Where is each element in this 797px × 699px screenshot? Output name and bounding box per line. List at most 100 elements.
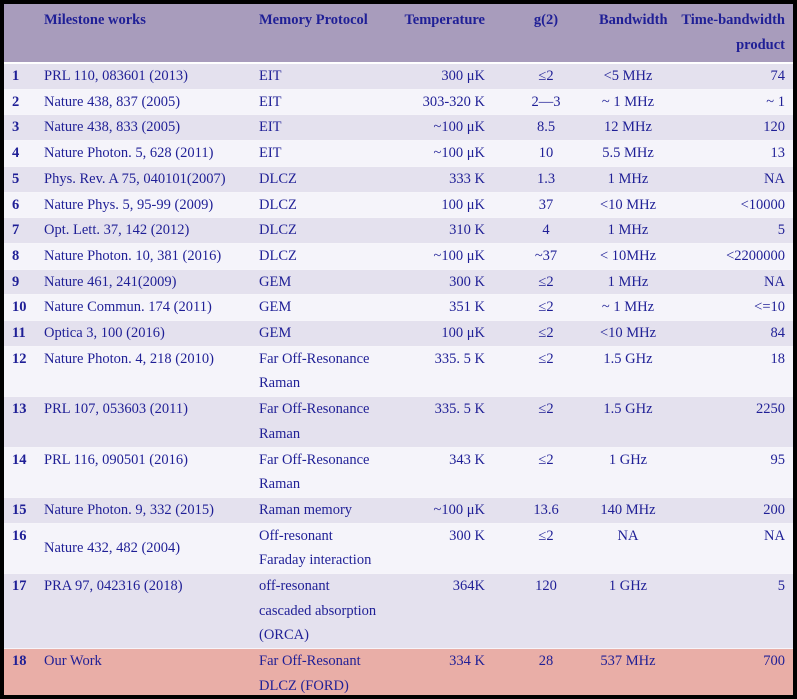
- table-row: 6 Nature Phys. 5, 95-99 (2009) DLCZ 100 μK 3…: [4, 191, 793, 218]
- cell-protocol: DLCZ: [259, 217, 401, 244]
- cell-bandwidth: ~ 1 MHz: [599, 88, 669, 115]
- table-row: 18 Our Work Far Off-Resonant DLCZ (FORD) 334…: [4, 648, 793, 695]
- cell-index: 10: [4, 294, 44, 321]
- header-milestone-works: Milestone works: [44, 4, 259, 64]
- header-tbp-line2: product: [736, 37, 785, 53]
- cell-temperature: 335. 5 K: [401, 396, 493, 448]
- table-header: Milestone works Memory Protocol Temperat…: [4, 4, 793, 64]
- cell-bandwidth: 1 GHz: [599, 446, 669, 498]
- table-row: 10 Nature Commun. 174 (2011) GEM 351 K ≤2 ~ 1…: [4, 294, 793, 321]
- cell-milestone: Optica 3, 100 (2016): [44, 320, 259, 347]
- cell-bandwidth: <5 MHz: [599, 62, 669, 90]
- cell-milestone: Nature Photon. 4, 218 (2010): [44, 345, 259, 397]
- cell-milestone: Nature Phys. 5, 95-99 (2009): [44, 191, 259, 218]
- cell-protocol: GEM: [259, 320, 401, 347]
- cell-g2: ≤2: [493, 320, 599, 347]
- table-row: 14 PRL 116, 090501 (2016) Far Off-Resonanc…: [4, 446, 793, 498]
- cell-temperature: 300 μK: [401, 62, 493, 90]
- cell-milestone: Phys. Rev. A 75, 040101(2007): [44, 165, 259, 193]
- cell-bandwidth: <10 MHz: [599, 191, 669, 218]
- table-body: 1 PRL 110, 083601 (2013) EIT 300 μK ≤2 <5 MHz…: [4, 62, 793, 695]
- header-temperature: Temperature: [401, 4, 493, 64]
- cell-temperature: 343 K: [401, 446, 493, 498]
- cell-g2: 37: [493, 191, 599, 218]
- cell-milestone: PRL 116, 090501 (2016): [44, 446, 259, 498]
- table-row: 15 Nature Photon. 9, 332 (2015) Raman memo…: [4, 496, 793, 524]
- cell-tbp: 13: [669, 140, 793, 167]
- cell-index: 8: [4, 242, 44, 270]
- table-row: 3 Nature 438, 833 (2005) EIT ~100 μK 8.5 12 M…: [4, 114, 793, 141]
- table-row: 16 Nature 432, 482 (2004) Off-resonant Fara…: [4, 522, 793, 574]
- cell-bandwidth: NA: [599, 522, 669, 574]
- cell-bandwidth: 1 MHz: [599, 268, 669, 295]
- cell-temperature: 310 K: [401, 217, 493, 244]
- cell-temperature: ~100 μK: [401, 114, 493, 141]
- cell-g2: 120: [493, 573, 599, 649]
- cell-milestone: Nature Commun. 174 (2011): [44, 294, 259, 321]
- cell-tbp: ~ 1: [669, 88, 793, 115]
- cell-milestone: PRL 107, 053603 (2011): [44, 396, 259, 448]
- cell-milestone: Our Work: [44, 648, 259, 695]
- header-bandwidth: Bandwidth: [599, 4, 669, 64]
- cell-tbp: NA: [669, 268, 793, 295]
- cell-protocol: GEM: [259, 294, 401, 321]
- cell-protocol: EIT: [259, 140, 401, 167]
- cell-milestone: Nature 438, 837 (2005): [44, 88, 259, 115]
- cell-g2: 8.5: [493, 114, 599, 141]
- cell-protocol: Far Off-Resonance Raman: [259, 345, 401, 397]
- cell-g2: 2—3: [493, 88, 599, 115]
- cell-temperature: 335. 5 K: [401, 345, 493, 397]
- cell-g2: ≤2: [493, 294, 599, 321]
- cell-index: 16: [4, 522, 44, 574]
- header-g2: g(2): [493, 4, 599, 64]
- cell-tbp: 2250: [669, 396, 793, 448]
- header-row: Milestone works Memory Protocol Temperat…: [4, 4, 793, 64]
- cell-tbp: 700: [669, 648, 793, 695]
- cell-temperature: 100 μK: [401, 320, 493, 347]
- cell-tbp: NA: [669, 522, 793, 574]
- header-memory-protocol: Memory Protocol: [259, 4, 401, 64]
- cell-temperature: 300 K: [401, 268, 493, 295]
- cell-protocol: DLCZ: [259, 242, 401, 270]
- cell-bandwidth: 1.5 GHz: [599, 396, 669, 448]
- cell-bandwidth: 1 GHz: [599, 573, 669, 649]
- cell-index: 5: [4, 165, 44, 193]
- table-row: 1 PRL 110, 083601 (2013) EIT 300 μK ≤2 <5 MHz…: [4, 62, 793, 90]
- cell-bandwidth: 1 MHz: [599, 165, 669, 193]
- cell-g2: ≤2: [493, 345, 599, 397]
- cell-milestone: Nature 438, 833 (2005): [44, 114, 259, 141]
- cell-milestone: Nature Photon. 9, 332 (2015): [44, 496, 259, 524]
- cell-bandwidth: 1.5 GHz: [599, 345, 669, 397]
- cell-g2: ≤2: [493, 522, 599, 574]
- cell-temperature: ~100 μK: [401, 140, 493, 167]
- header-time-bandwidth-product: Time-bandwidth product: [669, 4, 793, 64]
- table-row: 12 Nature Photon. 4, 218 (2010) Far Off-Re…: [4, 345, 793, 397]
- cell-temperature: 334 K: [401, 648, 493, 695]
- cell-milestone: Nature 432, 482 (2004): [44, 522, 259, 574]
- cell-protocol: EIT: [259, 62, 401, 90]
- cell-g2: 28: [493, 648, 599, 695]
- cell-temperature: 333 K: [401, 165, 493, 193]
- cell-g2: 4: [493, 217, 599, 244]
- cell-g2: ≤2: [493, 446, 599, 498]
- cell-tbp: <=10: [669, 294, 793, 321]
- cell-bandwidth: 1 MHz: [599, 217, 669, 244]
- header-index: [4, 4, 44, 64]
- table-row: 11 Optica 3, 100 (2016) GEM 100 μK ≤2 <10 MHz…: [4, 320, 793, 347]
- cell-g2: ≤2: [493, 396, 599, 448]
- cell-tbp: 5: [669, 573, 793, 649]
- cell-tbp: 74: [669, 62, 793, 90]
- milestone-comparison-table: Milestone works Memory Protocol Temperat…: [4, 4, 793, 695]
- cell-index: 14: [4, 446, 44, 498]
- table-row: 9 Nature 461, 241(2009) GEM 300 K ≤2 1 MHz NA: [4, 268, 793, 295]
- cell-temperature: 364K: [401, 573, 493, 649]
- cell-g2: ~37: [493, 242, 599, 270]
- cell-index: 17: [4, 573, 44, 649]
- cell-milestone: Nature Photon. 10, 381 (2016): [44, 242, 259, 270]
- table-row: 8 Nature Photon. 10, 381 (2016) DLCZ ~100 μ…: [4, 242, 793, 270]
- cell-tbp: <2200000: [669, 242, 793, 270]
- cell-index: 15: [4, 496, 44, 524]
